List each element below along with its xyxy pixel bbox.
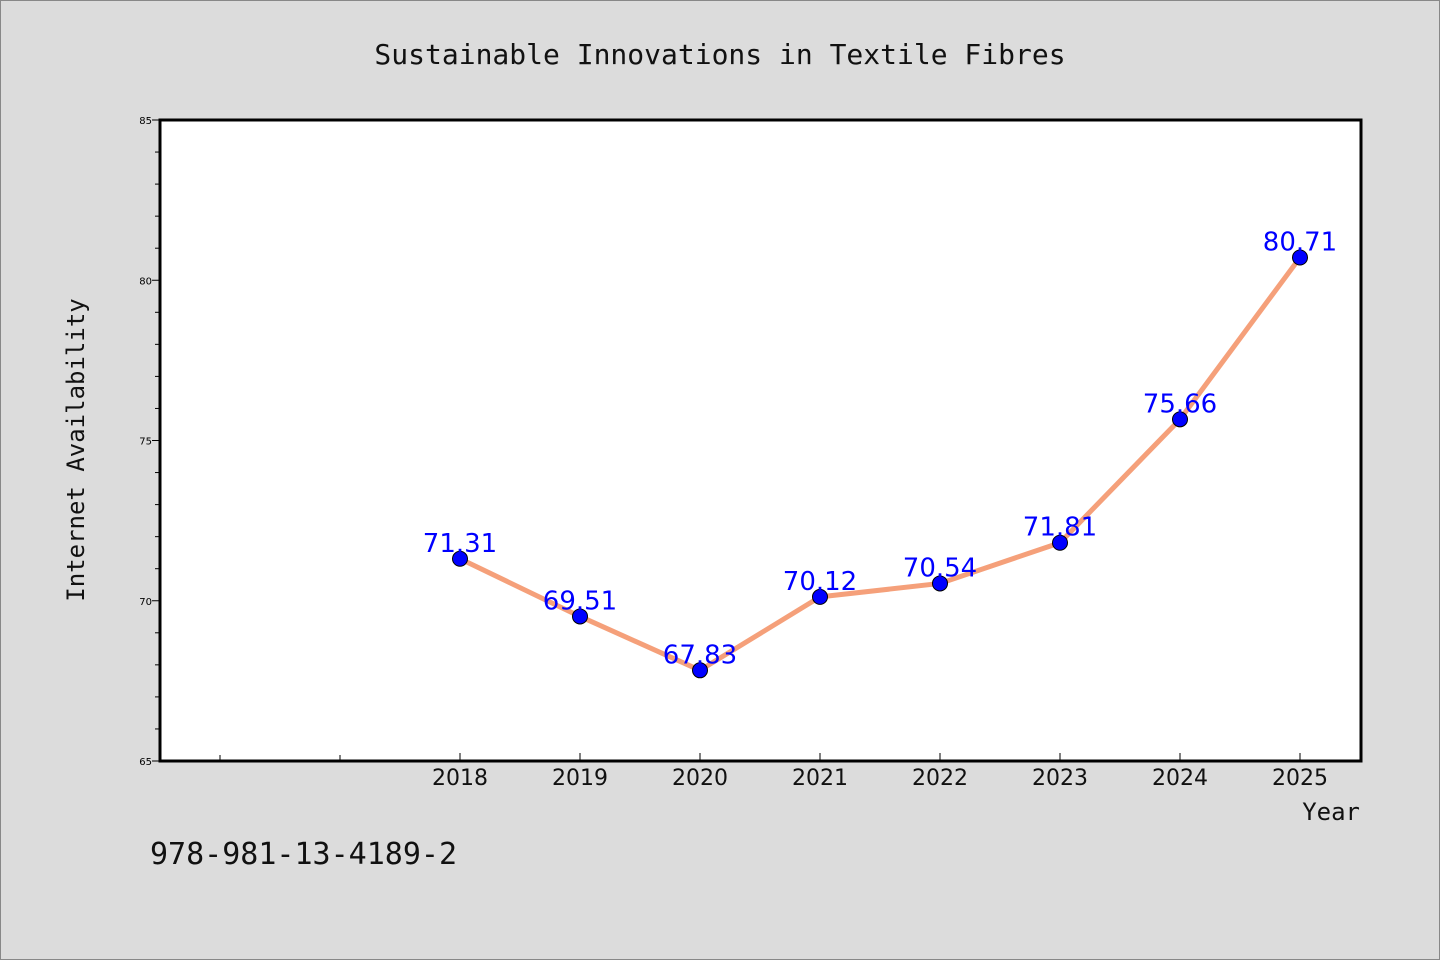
data-label: 71.31 (423, 529, 497, 559)
y-axis-label: Internet Availability (62, 298, 90, 601)
data-point-marker (812, 588, 828, 605)
x-tick-label: 2020 (672, 766, 728, 791)
x-tick-label: 2025 (1272, 766, 1328, 791)
plot-area (158, 118, 1363, 763)
data-label: 67.83 (663, 640, 737, 670)
x-tick-label: 2018 (432, 766, 488, 791)
y-axis: 65 70 75 80 85 (139, 116, 160, 768)
data-label: 70.54 (903, 553, 977, 583)
data-point-marker (452, 550, 468, 567)
y-tick-label: 65 (139, 757, 152, 768)
data-point-marker (1292, 249, 1308, 266)
data-point-marker (932, 575, 948, 592)
data-label: 71.81 (1023, 513, 1097, 543)
x-tick-label: 2019 (552, 766, 608, 791)
data-label: 70.12 (783, 567, 857, 597)
chart-title: Sustainable Innovations in Textile Fibre… (374, 38, 1065, 71)
x-axis-label: Year (1302, 798, 1360, 826)
x-tick-label: 2023 (1032, 766, 1088, 791)
series-layer: 71.31 69.51 67.83 70.12 70.54 71.81 75.66 80.71 (423, 227, 1337, 679)
x-tick-label: 2021 (792, 766, 848, 791)
data-label: 69.51 (543, 586, 617, 616)
x-axis: 2018 2019 2020 2021 2022 2023 2024 2025 (219, 753, 1328, 791)
y-tick-label: 85 (139, 116, 152, 127)
data-point-marker (1172, 411, 1188, 428)
x-tick-label: 2022 (912, 766, 968, 791)
isbn-text: 978-981-13-4189-2 (150, 837, 457, 872)
data-point-marker (1052, 534, 1068, 551)
x-tick-label: 2024 (1152, 766, 1208, 791)
data-label: 80.71 (1263, 227, 1337, 257)
data-point-marker (692, 662, 708, 679)
y-tick-label: 75 (139, 437, 152, 448)
y-tick-label: 80 (139, 276, 152, 287)
series-line (457, 254, 1303, 673)
data-label: 75.66 (1143, 389, 1217, 419)
data-point-marker (572, 608, 588, 625)
y-tick-label: 70 (139, 597, 152, 608)
